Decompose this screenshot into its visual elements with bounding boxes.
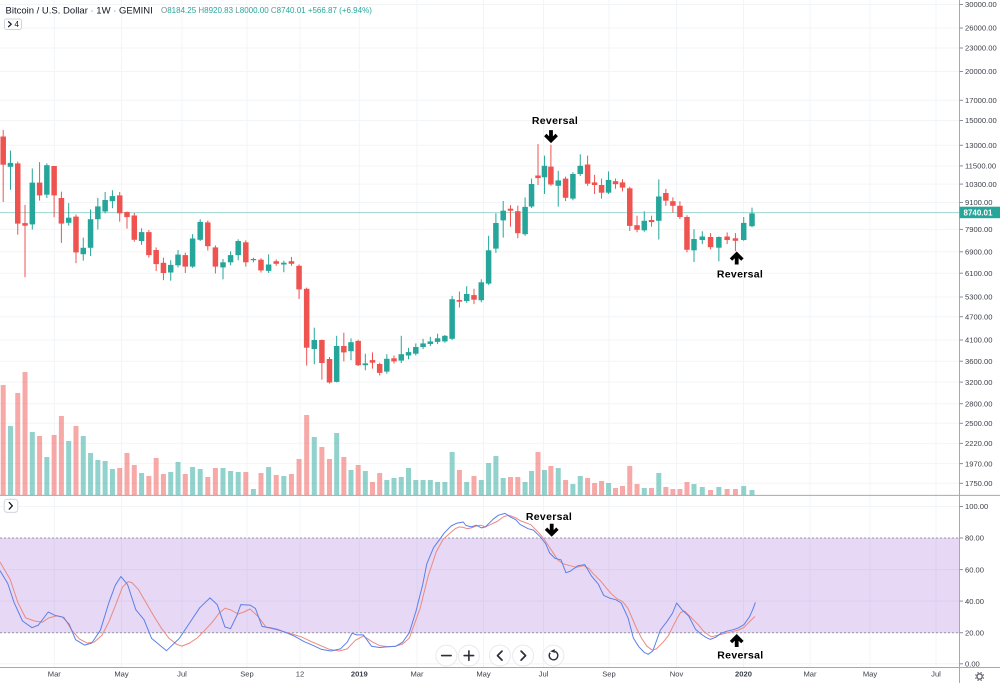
svg-text:6900.00: 6900.00	[965, 248, 992, 257]
svg-text:2019: 2019	[351, 670, 368, 679]
svg-text:60.00: 60.00	[965, 565, 984, 574]
svg-text:4100.00: 4100.00	[965, 336, 992, 345]
svg-text:1750.00: 1750.00	[965, 479, 992, 488]
svg-text:11500.00: 11500.00	[965, 162, 996, 171]
svg-text:30000.00: 30000.00	[965, 0, 997, 9]
svg-text:1970.00: 1970.00	[965, 459, 992, 468]
svg-text:Mar: Mar	[803, 670, 817, 679]
svg-text:7900.00: 7900.00	[965, 225, 992, 234]
svg-text:100.00: 100.00	[965, 502, 988, 511]
svg-text:15000.00: 15000.00	[965, 116, 997, 125]
svg-text:Nov: Nov	[670, 670, 684, 679]
svg-text:4: 4	[15, 20, 20, 29]
svg-text:20.00: 20.00	[965, 628, 984, 637]
svg-text:Mar: Mar	[410, 670, 424, 679]
svg-text:9100.00: 9100.00	[965, 198, 992, 207]
svg-text:0.00: 0.00	[965, 660, 980, 669]
svg-text:Jul: Jul	[539, 670, 549, 679]
svg-text:8740.01: 8740.01	[964, 209, 993, 218]
svg-text:May: May	[863, 670, 878, 679]
svg-text:Jul: Jul	[177, 670, 187, 679]
svg-text:Bitcoin / U.S. Dollar · 1W · G: Bitcoin / U.S. Dollar · 1W · GEMINI	[6, 6, 153, 17]
svg-text:40.00: 40.00	[965, 597, 984, 606]
svg-text:2500.00: 2500.00	[965, 419, 992, 428]
svg-text:26000.00: 26000.00	[965, 24, 997, 33]
svg-text:May: May	[476, 670, 491, 679]
svg-text:10300.00: 10300.00	[965, 180, 997, 189]
svg-text:Sep: Sep	[602, 670, 616, 679]
svg-text:O8184.25 H8920.83 L8000.00 C87: O8184.25 H8920.83 L8000.00 C8740.01 +566…	[161, 6, 372, 15]
svg-text:Mar: Mar	[48, 670, 62, 679]
svg-text:Reversal: Reversal	[717, 268, 763, 280]
svg-text:23000.00: 23000.00	[965, 44, 997, 53]
svg-text:2220.00: 2220.00	[965, 439, 992, 448]
svg-text:12: 12	[296, 670, 304, 679]
svg-text:Jul: Jul	[931, 670, 941, 679]
svg-text:Reversal: Reversal	[717, 650, 763, 662]
svg-text:20000.00: 20000.00	[965, 67, 997, 76]
svg-text:2800.00: 2800.00	[965, 399, 992, 408]
svg-text:3200.00: 3200.00	[965, 378, 992, 387]
svg-text:5300.00: 5300.00	[965, 293, 992, 302]
svg-text:Reversal: Reversal	[526, 511, 572, 523]
svg-text:3600.00: 3600.00	[965, 357, 992, 366]
svg-text:Sep: Sep	[240, 670, 254, 679]
svg-text:6100.00: 6100.00	[965, 269, 992, 278]
svg-text:80.00: 80.00	[965, 534, 984, 543]
svg-text:2020: 2020	[735, 670, 752, 679]
svg-text:17000.00: 17000.00	[965, 96, 997, 105]
svg-text:May: May	[114, 670, 129, 679]
svg-text:4700.00: 4700.00	[965, 312, 992, 321]
svg-text:Reversal: Reversal	[532, 115, 578, 127]
svg-text:13000.00: 13000.00	[965, 141, 997, 150]
